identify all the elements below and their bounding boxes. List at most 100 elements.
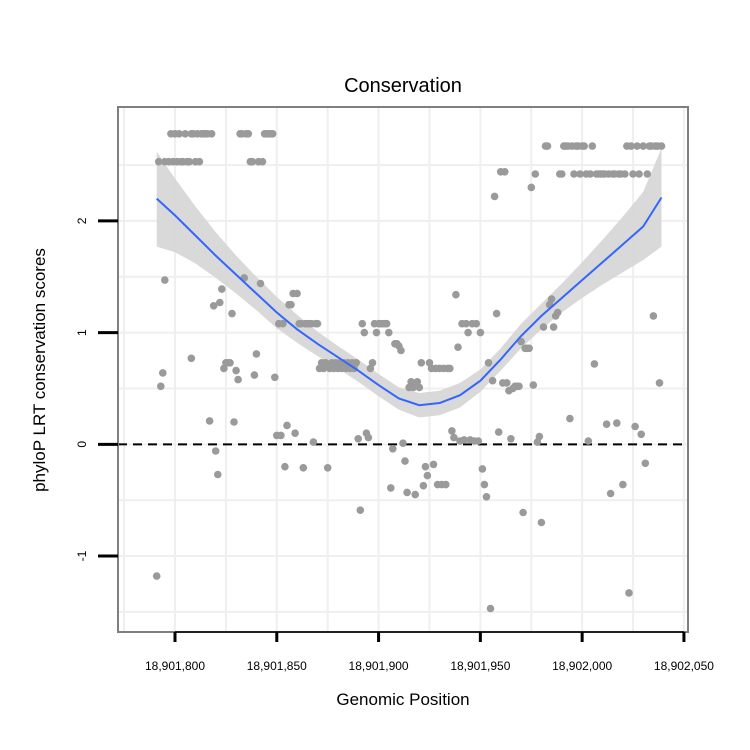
data-point (411, 490, 420, 499)
x-tick-label: 18,901,900 (349, 659, 409, 673)
data-point (195, 157, 204, 166)
data-point (566, 414, 574, 423)
data-point (606, 489, 615, 498)
data-point (588, 142, 597, 150)
data-point (515, 382, 523, 391)
data-point (446, 364, 454, 373)
plot-panel-border (117, 106, 689, 633)
data-point (409, 383, 418, 392)
data-point (488, 376, 497, 385)
data-point (281, 462, 289, 471)
data-point (209, 302, 218, 310)
data-point (454, 343, 462, 352)
data-point (547, 295, 556, 303)
data-point (157, 382, 165, 391)
data-point (382, 319, 391, 328)
data-point (421, 462, 430, 471)
data-point (271, 373, 279, 382)
data-point (448, 427, 456, 435)
confidence-band-area (156, 148, 662, 418)
data-point (232, 366, 240, 375)
data-point (527, 183, 536, 192)
data-point (639, 142, 647, 150)
loess-fit-line (156, 196, 663, 407)
data-point (277, 431, 285, 440)
data-point (641, 459, 650, 468)
data-point (492, 309, 501, 318)
data-point (484, 359, 493, 367)
data-point (258, 157, 267, 166)
data-point (480, 480, 489, 489)
y-tick-label: 0 (75, 441, 89, 448)
data-point (553, 308, 562, 317)
data-point (401, 457, 409, 465)
data-point (417, 359, 426, 367)
y-tick-label: 2 (75, 217, 89, 224)
data-point (490, 192, 499, 201)
data-point (429, 460, 438, 469)
data-point (486, 604, 495, 613)
data-point (472, 319, 481, 328)
data-point (159, 369, 167, 377)
data-point (279, 319, 287, 328)
data-point (635, 170, 643, 178)
scatter-points (152, 130, 666, 613)
data-point (268, 130, 277, 138)
data-point (537, 518, 546, 527)
data-point (580, 142, 588, 150)
data-point (531, 170, 540, 178)
data-point (627, 142, 635, 150)
data-point (621, 170, 629, 178)
data-point (175, 130, 183, 138)
data-point (501, 168, 509, 176)
data-point (228, 309, 236, 318)
y-axis-label: phyloP LRT conservation scores (30, 248, 49, 492)
data-point (423, 471, 432, 480)
data-point (586, 170, 595, 178)
data-point (613, 419, 621, 427)
x-tick-label: 18,902,000 (552, 659, 612, 673)
data-point (535, 432, 544, 441)
data-point (385, 328, 393, 337)
data-point (360, 328, 369, 337)
data-point (154, 157, 163, 166)
data-point (503, 379, 511, 387)
data-point (643, 170, 652, 178)
data-point (482, 493, 491, 501)
data-point (584, 437, 593, 445)
data-point (309, 438, 318, 446)
data-point (633, 142, 641, 150)
smooth-fit-path (156, 196, 663, 407)
x-tick-label: 18,901,850 (247, 659, 307, 673)
data-point (539, 323, 548, 331)
data-point (205, 417, 214, 425)
data-point (478, 465, 487, 473)
data-point (287, 300, 295, 309)
y-tick-label: -1 (75, 550, 89, 561)
data-point (452, 290, 460, 299)
data-point (494, 428, 503, 436)
data-point (252, 350, 261, 358)
data-point (185, 157, 194, 166)
data-point (364, 433, 373, 442)
data-point (442, 480, 450, 489)
data-point (602, 420, 611, 429)
data-point (181, 130, 189, 138)
confidence-band (156, 148, 662, 418)
data-point (187, 354, 196, 363)
data-point (152, 572, 161, 580)
data-point (507, 435, 515, 443)
data-point (387, 484, 395, 492)
data-point (211, 447, 220, 455)
data-point (368, 359, 377, 367)
x-axis-label: Genomic Position (336, 690, 469, 709)
data-point (234, 375, 242, 384)
data-point (519, 508, 527, 517)
data-point (230, 418, 238, 426)
data-point (625, 589, 633, 597)
x-axis: 18,901,800 18,901,850 18,901,900 18,901,950… (145, 631, 714, 673)
x-tick-label: 18,901,800 (145, 659, 205, 673)
data-point (397, 346, 405, 355)
data-point (207, 130, 216, 138)
